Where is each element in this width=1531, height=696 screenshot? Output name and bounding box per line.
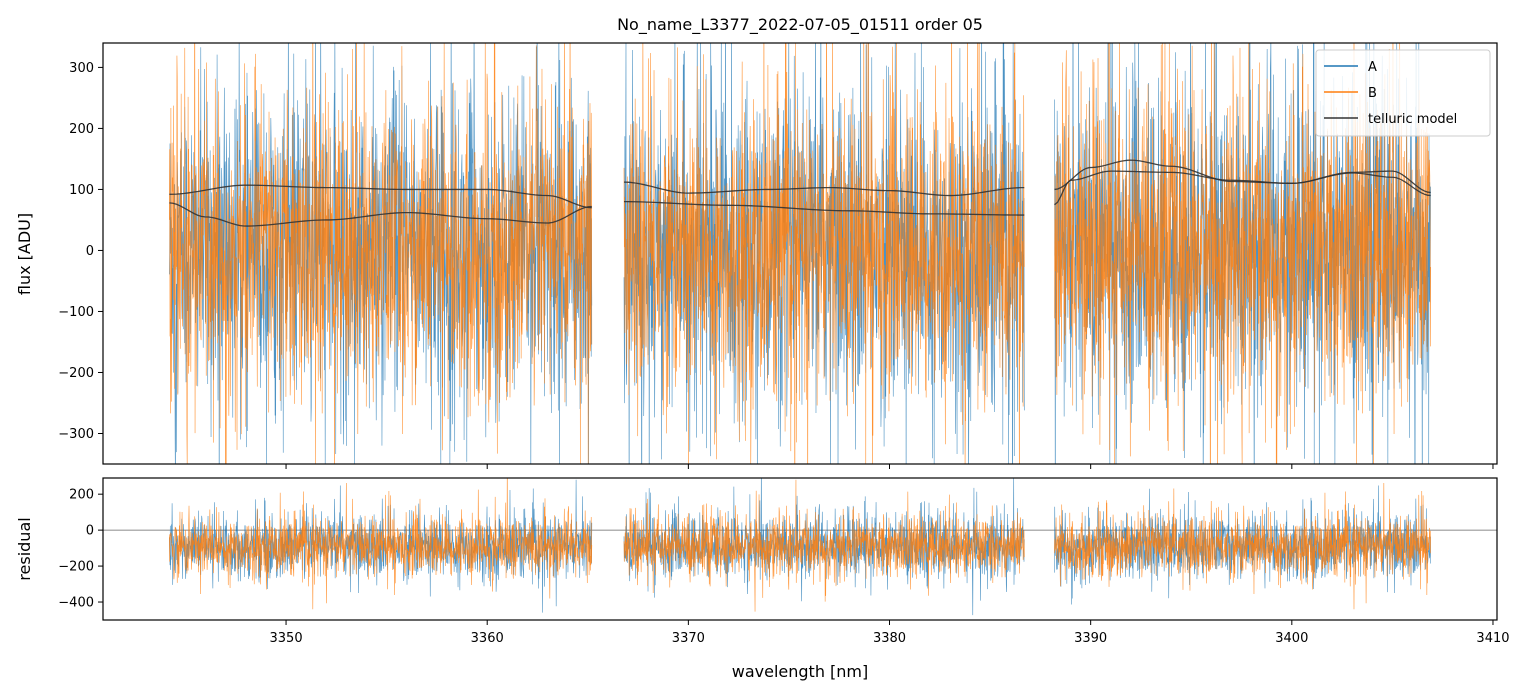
flux-x-ticks [285,464,1494,469]
flux-y-tick-label: 0 [86,244,94,259]
residual-series-b-segment-3 [1054,483,1431,610]
residual-x-tick-label: 3380 [873,631,906,646]
residual-x-tick-label: 3410 [1476,631,1509,646]
flux-plot-area [169,43,1431,464]
flux-y-ticks: −300 −200 −100 0 100 200 300 [58,61,103,442]
telluric-model-curve-2 [169,202,592,227]
flux-y-tick-label: −300 [58,427,94,442]
residual-y-axis-label: residual [15,517,34,580]
x-axis-label: wavelength [nm] [732,662,869,681]
telluric-model-curve-4 [623,200,1025,216]
residual-plot-area [103,478,1497,616]
flux-y-axis-label: flux [ADU] [15,213,34,295]
flux-series-b-segment-3 [1054,43,1431,464]
legend: A B telluric model [1315,49,1491,137]
residual-y-tick-label: −400 [58,596,94,611]
residual-y-ticks: −400 −200 0 200 [58,488,103,611]
residual-axes-frame [102,477,1498,621]
flux-y-tick-label: 200 [69,122,94,137]
legend-label-a: A [1368,60,1377,75]
chart-title: No_name_L3377_2022-07-05_01511 order 05 [617,15,983,35]
residual-series-b-segment-2 [623,479,1025,612]
flux-y-tick-label: −100 [58,305,94,320]
residual-y-tick-label: −200 [58,560,94,575]
residual-x-tick-label: 3360 [471,631,504,646]
residual-x-tick-label: 3390 [1074,631,1107,646]
telluric-model-curve-1 [169,184,592,209]
residual-panel: −400 −200 0 200 3350 3360 3370 3380 3390 3400 341… [15,477,1510,681]
legend-box [1315,49,1491,137]
residual-x-tick-label: 3400 [1275,631,1308,646]
legend-label-telluric: telluric model [1368,112,1457,127]
residual-x-tick-label: 3350 [270,631,303,646]
telluric-model-curve-6 [1054,170,1431,206]
flux-panel: −300 −200 −100 0 100 200 300 flux [ADU] A B te… [15,42,1498,469]
telluric-model-curve-3 [623,181,1025,197]
residual-y-tick-label: 200 [69,488,94,503]
telluric-model-curve-5 [1054,159,1431,197]
residual-x-ticks: 3350 3360 3370 3380 3390 3400 3410 [270,620,1510,646]
flux-series-b-segment-2 [623,43,1025,464]
flux-y-tick-label: −200 [58,366,94,381]
flux-y-tick-label: 100 [69,183,94,198]
flux-y-tick-label: 300 [69,61,94,76]
residual-series-b-segment-1 [169,478,593,610]
flux-axes-frame [102,42,1498,465]
flux-series-b-segment-1 [169,43,593,464]
residual-y-tick-label: 0 [86,524,94,539]
residual-x-tick-label: 3370 [672,631,705,646]
legend-label-b: B [1368,86,1377,101]
